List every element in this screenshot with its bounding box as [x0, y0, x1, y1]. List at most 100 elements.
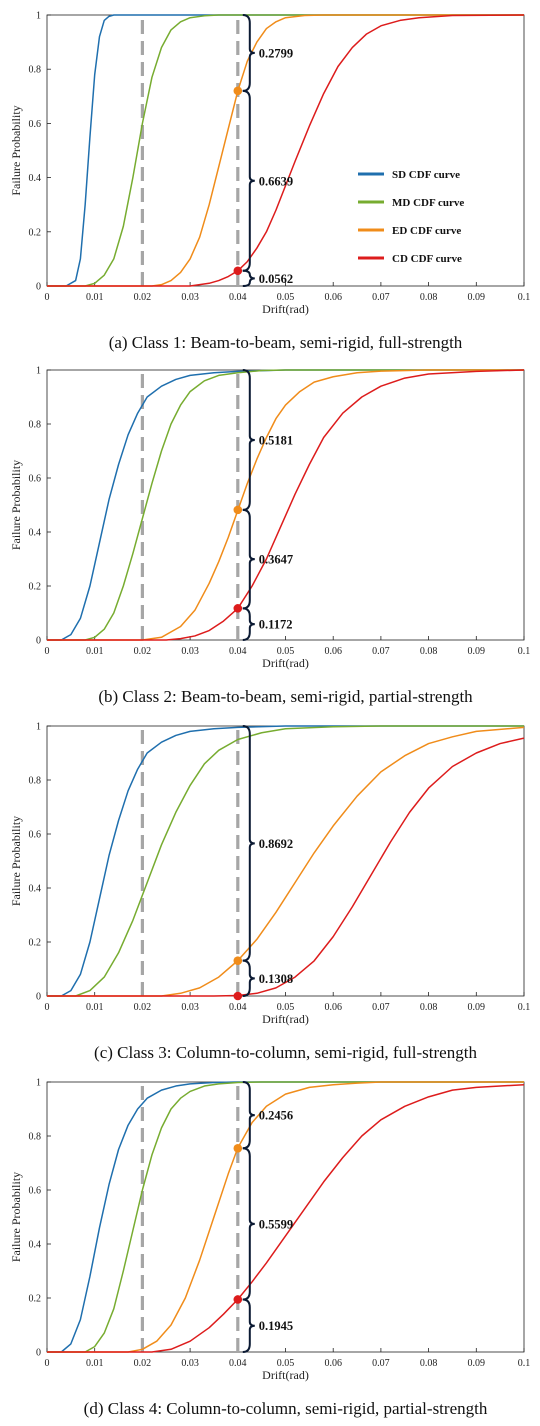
marker-point-cd [233, 1295, 243, 1304]
y-tick-label: 0.2 [29, 582, 42, 593]
x-tick-label: 0.01 [86, 292, 104, 303]
series-line-sd [47, 725, 524, 997]
bracket-annotation [242, 1147, 255, 1301]
x-tick-label: 0.05 [277, 292, 295, 303]
y-tick-label: 1 [36, 11, 41, 22]
x-tick-label: 0.06 [324, 292, 342, 303]
legend: SD CDF curve MD CDF curve ED CDF curve CD C… [358, 169, 464, 265]
bracket-annotation [242, 1298, 255, 1353]
marker-point-cd [233, 991, 243, 1001]
x-axis-label: Drift(rad) [262, 1012, 309, 1026]
x-tick-label: 0.04 [229, 1002, 247, 1013]
bracket-annotation [242, 89, 255, 272]
x-tick-label: 0.08 [420, 1002, 438, 1013]
series-line-sd [47, 14, 524, 287]
series-line-ed [47, 14, 524, 287]
x-tick-label: 0.03 [181, 1002, 199, 1013]
x-tick-label: 0.07 [372, 1002, 390, 1013]
legend-label-md: MD CDF curve [392, 197, 464, 209]
x-tick-label: 0.06 [324, 646, 342, 657]
bracket-annotation [242, 607, 255, 641]
series-line-cd [47, 369, 525, 641]
x-tick-label: 0.09 [468, 1002, 486, 1013]
y-tick-label: 0.6 [29, 1186, 42, 1197]
x-tick-label: 0.08 [420, 646, 438, 657]
x-tick-label: 0.1 [518, 1358, 531, 1369]
y-tick-label: 0.4 [29, 884, 42, 895]
x-tick-label: 0.02 [134, 646, 152, 657]
y-axis-label: Failure Probability [9, 816, 23, 906]
x-axis-label: Drift(rad) [262, 1368, 309, 1382]
x-tick-label: 0.1 [518, 646, 531, 657]
legend-label-ed: ED CDF curve [392, 225, 461, 237]
x-tick-label: 0 [45, 646, 50, 657]
x-tick-label: 0.05 [277, 1002, 295, 1013]
y-tick-label: 0.2 [29, 938, 42, 949]
series-line-sd [47, 369, 524, 641]
bracket-value-label: 0.0562 [259, 272, 293, 286]
x-tick-label: 0.09 [468, 292, 486, 303]
x-tick-label: 0.07 [372, 646, 390, 657]
y-tick-label: 1 [36, 1078, 41, 1089]
panel-caption: (c) Class 3: Column-to-column, semi-rigi… [94, 1043, 477, 1062]
x-tick-label: 0.06 [324, 1358, 342, 1369]
y-tick-label: 0.8 [29, 420, 42, 431]
series-line-cd [47, 1083, 525, 1353]
y-tick-label: 0.4 [29, 1240, 42, 1251]
marker-point-ed [233, 1144, 243, 1153]
x-tick-label: 0.05 [277, 1358, 295, 1369]
bracket-annotation [242, 508, 255, 610]
series-line-md [47, 725, 524, 997]
y-axis-label: Failure Probability [9, 1172, 23, 1262]
series-line-sd [47, 1081, 524, 1353]
bracket-value-label: 0.1945 [259, 1319, 293, 1333]
x-tick-label: 0.02 [134, 1358, 152, 1369]
x-tick-label: 0.09 [468, 646, 486, 657]
series-line-ed [47, 726, 525, 997]
chart-panel-2: 0 0.01 0.02 0.03 0.04 0.05 0.06 0.07 0.08 0.09 0.1… [9, 366, 530, 707]
x-tick-label: 0.07 [372, 292, 390, 303]
bracket-value-label: 0.1308 [259, 972, 293, 986]
y-tick-label: 0.8 [29, 776, 42, 787]
y-tick-label: 1 [36, 722, 41, 733]
bracket-value-label: 0.5181 [259, 433, 293, 447]
panel-caption: (d) Class 4: Column-to-column, semi-rigi… [84, 1399, 488, 1418]
y-tick-label: 0 [36, 1348, 41, 1359]
series-line-cd [47, 737, 525, 997]
x-tick-label: 0.04 [229, 646, 247, 657]
series-line-ed [47, 369, 524, 641]
x-tick-label: 0.04 [229, 292, 247, 303]
bracket-value-label: 0.1172 [259, 618, 293, 632]
bracket-value-label: 0.2456 [259, 1109, 293, 1123]
x-tick-label: 0.07 [372, 1358, 390, 1369]
x-tick-label: 0.08 [420, 1358, 438, 1369]
bracket-value-label: 0.8692 [259, 837, 293, 851]
x-tick-label: 0.06 [324, 1002, 342, 1013]
bracket-annotation [242, 959, 255, 997]
marker-point-ed [233, 505, 243, 515]
x-tick-label: 0.02 [134, 1002, 152, 1013]
y-tick-label: 0 [36, 992, 41, 1003]
y-tick-label: 0 [36, 636, 41, 647]
chart-panel-4: 0 0.01 0.02 0.03 0.04 0.05 0.06 0.07 0.08 0.09 0.1… [9, 1078, 530, 1419]
x-tick-label: 0.08 [420, 292, 438, 303]
marker-point-ed [233, 956, 243, 965]
y-tick-label: 0.2 [29, 227, 42, 238]
bracket-annotation [242, 725, 255, 962]
y-tick-label: 0.6 [29, 474, 42, 485]
marker-point-cd [233, 604, 243, 613]
series-line-md [47, 1081, 524, 1353]
x-tick-label: 0.05 [277, 646, 295, 657]
y-tick-label: 0.4 [29, 528, 42, 539]
x-axis-label: Drift(rad) [262, 302, 309, 316]
x-tick-label: 0.04 [229, 1358, 247, 1369]
panel-caption: (a) Class 1: Beam-to-beam, semi-rigid, f… [109, 333, 463, 352]
x-tick-label: 0.01 [86, 1002, 104, 1013]
bracket-value-label: 0.3647 [259, 553, 293, 567]
x-tick-label: 0.03 [181, 1358, 199, 1369]
x-tick-label: 0 [45, 1358, 50, 1369]
x-tick-label: 0.03 [181, 292, 199, 303]
y-tick-label: 0.6 [29, 119, 42, 130]
series-line-md [47, 369, 524, 641]
